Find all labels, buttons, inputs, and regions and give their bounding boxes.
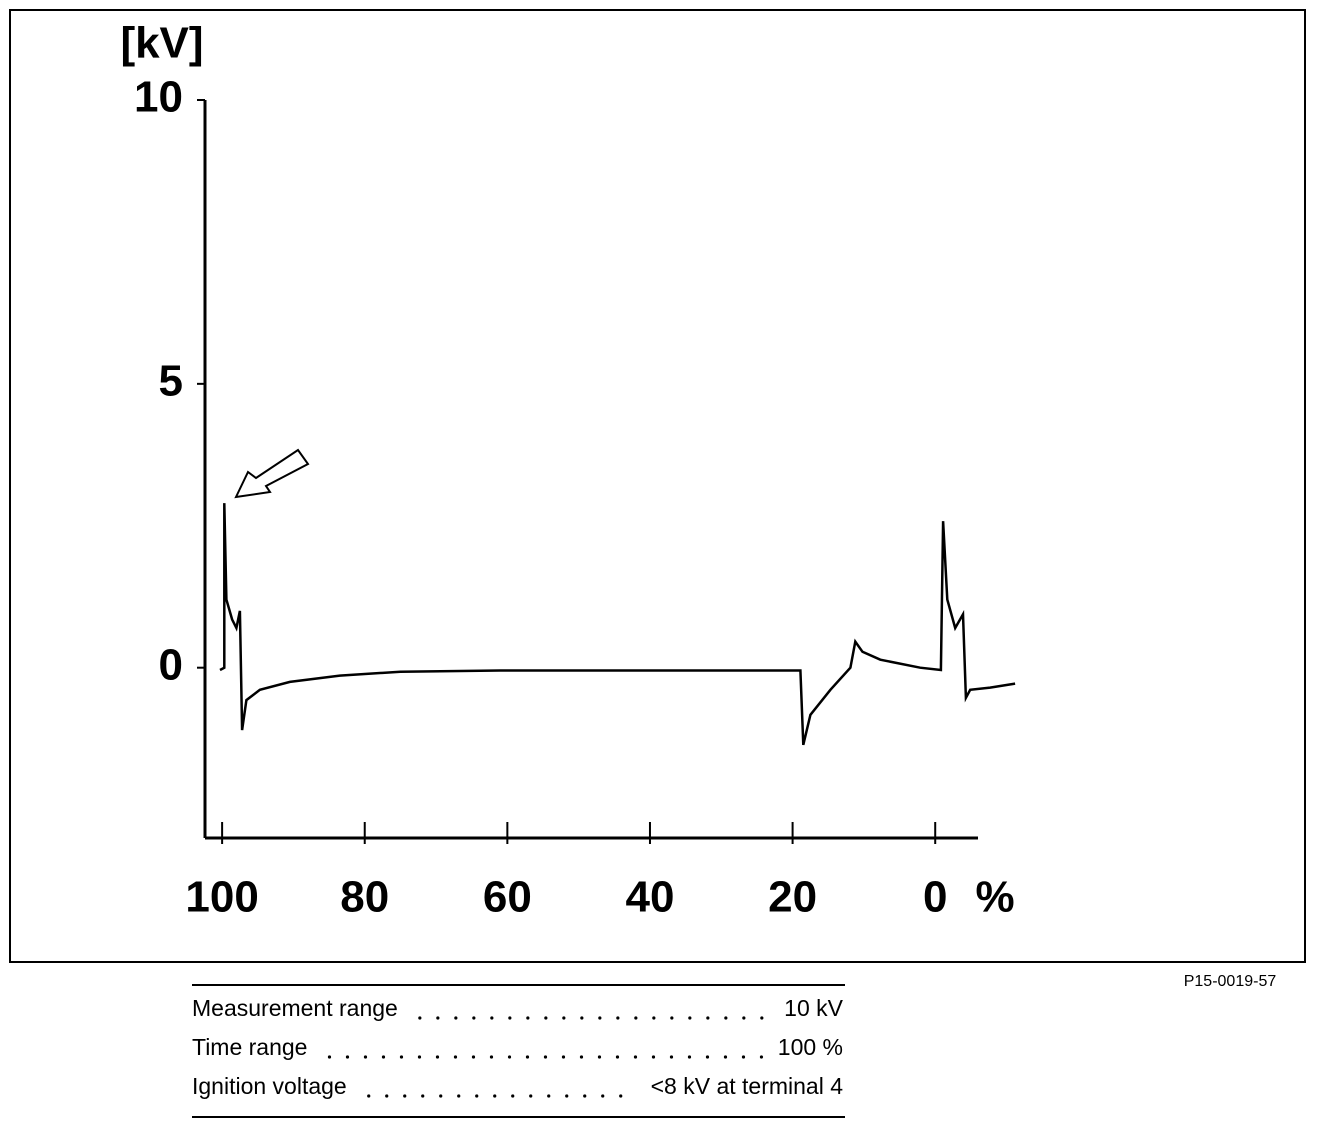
x-tick-label: 40 [625,873,674,922]
leader-dot [367,1094,371,1098]
leader-dot [363,1055,368,1059]
leader-dot [760,1016,764,1020]
trace [219,503,1016,746]
spec-label: Time range [192,1034,307,1060]
leader-dot [597,1055,602,1059]
leader-dot [421,1094,425,1098]
leader-dot [616,1016,620,1020]
leader-dot [615,1055,620,1059]
leader-dot [561,1055,566,1059]
leader-dot [472,1016,476,1020]
leader-dot [651,1055,656,1059]
leader-dot [705,1055,710,1059]
leader-dot [543,1055,548,1059]
spec-value: 100 % [778,1034,843,1060]
leader-dot [562,1016,566,1020]
leader-dot [759,1055,764,1059]
leader-dot [490,1016,494,1020]
leader-dot [471,1055,476,1059]
leader-dot [652,1016,656,1020]
spec-value: <8 kV at terminal 4 [651,1073,844,1099]
leader-dot [511,1094,515,1098]
leader-dot [475,1094,479,1098]
leader-dot [435,1055,440,1059]
y-tick-label: 5 [159,356,183,405]
leader-dot [399,1055,404,1059]
x-tick-label: 0 [923,873,947,922]
leader-dot [741,1055,746,1059]
leader-dot [493,1094,497,1098]
leader-dot [529,1094,533,1098]
figure-code: P15-0019-57 [1184,973,1277,990]
leader-dot [598,1016,602,1020]
leader-dot [417,1055,422,1059]
leader-dot [526,1016,530,1020]
frame [9,9,1306,963]
leader-dot [669,1055,674,1059]
leader-dot [742,1016,746,1020]
leader-dot [579,1055,584,1059]
leader-dot [489,1055,494,1059]
leader-dot [688,1016,692,1020]
leader-dot [601,1094,605,1098]
leader-dot [508,1016,512,1020]
leader-dot [418,1016,422,1020]
leader-dot [381,1055,386,1059]
leader-dot [724,1016,728,1020]
leader-dot [439,1094,443,1098]
leader-dot [454,1016,458,1020]
leader-dot [453,1055,458,1059]
x-tick-label: 100 [185,873,258,922]
leader-dot [385,1094,389,1098]
leader-dot [670,1016,674,1020]
leader-dot [565,1094,569,1098]
leader-dot [525,1055,530,1059]
leader-dot [633,1055,638,1059]
x-tick-label: 80 [340,873,389,922]
leader-dot [544,1016,548,1020]
leader-dot [580,1016,584,1020]
x-tick-label: 60 [483,873,532,922]
leader-dot [436,1016,440,1020]
leader-dot [723,1055,728,1059]
leader-dot [327,1055,332,1059]
leader-dot [619,1094,623,1098]
leader-dot [687,1055,692,1059]
x-axis-label: % [975,873,1014,922]
leader-dot [547,1094,551,1098]
spec-value: 10 kV [784,995,843,1021]
spec-label: Measurement range [192,995,398,1021]
leader-dot [345,1055,350,1059]
x-tick-label: 20 [768,873,817,922]
leader-dot [457,1094,461,1098]
y-tick-label: 10 [134,73,183,122]
leader-dot [403,1094,407,1098]
leader-dot [634,1016,638,1020]
leader-dot [706,1016,710,1020]
arrow [234,448,310,499]
leader-dot [507,1055,512,1059]
y-tick-label: 0 [159,640,183,689]
spec-label: Ignition voltage [192,1073,347,1099]
leader-dot [583,1094,587,1098]
y-axis-label: [kV] [120,19,203,68]
